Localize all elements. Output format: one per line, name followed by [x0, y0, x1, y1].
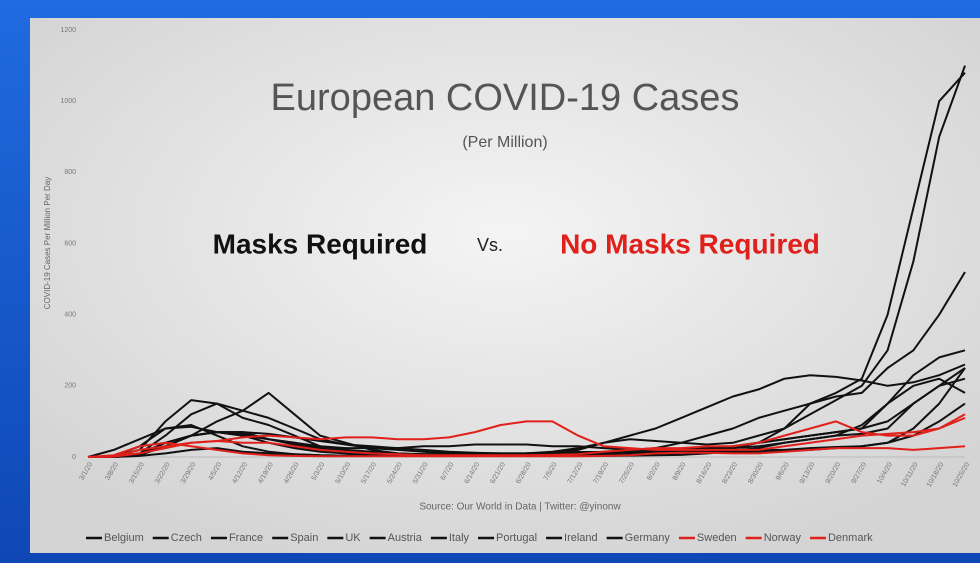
series-line	[88, 377, 966, 458]
y-tick-label: 200	[64, 383, 76, 390]
y-axis-label: COVID-19 Cases Per Million Per Day	[43, 177, 52, 309]
legend-label: Portugal	[496, 532, 537, 544]
series-line	[87, 413, 966, 458]
series-line	[87, 441, 966, 458]
y-tick-label: 1000	[60, 98, 76, 105]
legend-label: UK	[345, 532, 361, 544]
legend-label: Norway	[764, 532, 802, 544]
legend-label: Germany	[625, 532, 671, 544]
y-tick-label: 800	[64, 169, 76, 176]
legend-label: Austria	[388, 532, 423, 544]
y-tick-label: 400	[64, 312, 76, 319]
legend-label: Italy	[449, 532, 470, 544]
legend-label: France	[229, 532, 263, 544]
y-tick-label: 0	[72, 454, 76, 461]
y-tick-label: 1200	[60, 27, 76, 34]
annotation: No Masks Required	[560, 228, 820, 259]
legend-label: Czech	[171, 532, 202, 544]
annotation: Vs.	[477, 235, 503, 255]
y-tick-label: 600	[64, 240, 76, 247]
legend-label: Belgium	[104, 532, 144, 544]
legend-label: Ireland	[564, 532, 598, 544]
series-line	[87, 416, 966, 458]
legend-label: Sweden	[697, 532, 737, 544]
chart-title: European COVID-19 Cases	[271, 77, 740, 119]
panel	[30, 18, 980, 553]
source: Source: Our World in Data | Twitter: @yi…	[419, 502, 621, 513]
legend-label: Spain	[290, 532, 318, 544]
annotation: Masks Required	[213, 228, 428, 259]
legend-label: Denmark	[828, 532, 873, 544]
chart-subtitle: (Per Million)	[462, 134, 547, 151]
